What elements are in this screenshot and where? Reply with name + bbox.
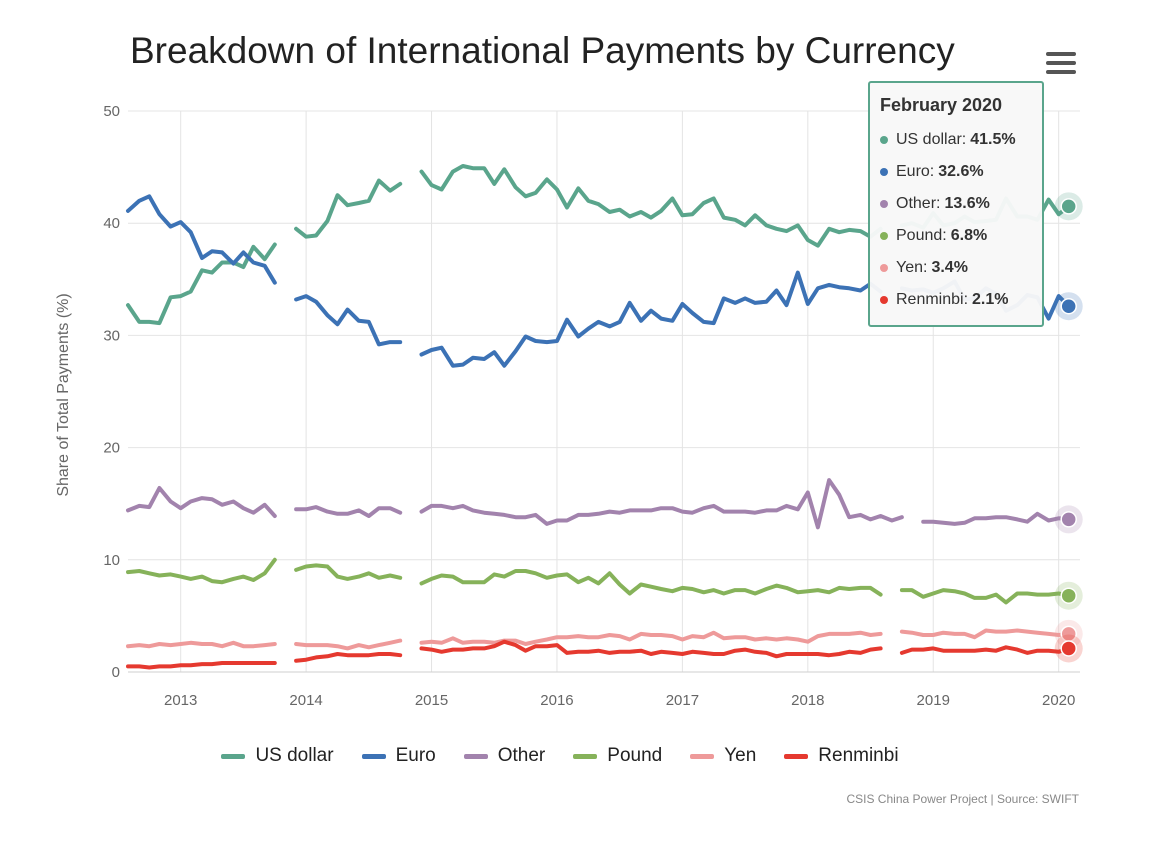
legend-item-euro[interactable]: Euro: [361, 745, 436, 767]
legend-swatch-icon: [573, 753, 598, 759]
tooltip-series-label: Renminbi:: [896, 291, 969, 308]
tooltip: February 2020 US dollar: 41.5% Euro: 32.6% O…: [868, 81, 1044, 327]
x-tick-label: 2016: [540, 692, 573, 709]
tooltip-series-label: Other:: [896, 195, 941, 212]
y-tick-label: 40: [103, 215, 120, 232]
x-tick-label: 2014: [289, 692, 322, 709]
legend-swatch-icon: [784, 753, 809, 759]
legend-label: US dollar: [255, 745, 334, 766]
tooltip-series-label: Yen:: [896, 259, 928, 276]
tooltip-series-value: 13.6%: [944, 195, 990, 212]
x-axis-ticks: 2013 2014 2015 2016 2017 2018 2019 2020: [164, 692, 1075, 709]
hamburger-menu-icon[interactable]: [1046, 52, 1076, 78]
series-line-other[interactable]: [126, 478, 1071, 530]
series-dot-icon: [880, 136, 888, 144]
legend-swatch-icon: [463, 753, 488, 759]
tooltip-series-value: 3.4%: [931, 259, 968, 276]
tooltip-series-value: 2.1%: [972, 291, 1009, 308]
highlight-point[interactable]: [1060, 640, 1077, 657]
highlight-point[interactable]: [1060, 511, 1077, 528]
menu-bar: [1046, 52, 1076, 56]
x-tick-label: 2015: [415, 692, 448, 709]
x-tick-label: 2018: [791, 692, 824, 709]
legend: US dollar Euro Other Pound Yen Renminbi: [0, 745, 1120, 767]
y-tick-label: 10: [103, 552, 120, 569]
y-tick-label: 0: [112, 664, 120, 681]
source-note: CSIS China Power Project | Source: SWIFT: [846, 792, 1079, 806]
tooltip-title: February 2020: [880, 95, 1003, 115]
series-line-euro[interactable]: [126, 194, 1071, 368]
x-tick-label: 2020: [1042, 692, 1075, 709]
tooltip-series-label: US dollar:: [896, 131, 967, 148]
series-dot-icon: [880, 232, 888, 240]
tooltip-row: Yen: 3.4%: [880, 252, 1032, 284]
tooltip-series-value: 32.6%: [938, 163, 984, 180]
series-dot-icon: [880, 296, 888, 304]
legend-label: Renminbi: [818, 745, 899, 766]
highlight-point[interactable]: [1060, 198, 1077, 215]
legend-item-yen[interactable]: Yen: [690, 745, 756, 767]
legend-label: Euro: [395, 745, 436, 766]
series-dot-icon: [880, 200, 888, 208]
y-tick-label: 20: [103, 440, 120, 457]
tooltip-series-value: 41.5%: [970, 131, 1016, 148]
menu-bar: [1046, 70, 1076, 74]
menu-bar: [1046, 61, 1076, 65]
gridlines: [128, 110, 1080, 673]
tooltip-row: Pound: 6.8%: [880, 220, 1032, 252]
highlight-point[interactable]: [1060, 297, 1077, 315]
legend-item-renminbi[interactable]: Renminbi: [784, 745, 899, 767]
tooltip-row: Other: 13.6%: [880, 188, 1032, 220]
legend-item-pound[interactable]: Pound: [573, 745, 662, 767]
highlight-markers[interactable]: [1054, 192, 1083, 663]
legend-label: Yen: [724, 745, 757, 766]
tooltip-row: Euro: 32.6%: [880, 156, 1032, 188]
legend-label: Pound: [607, 745, 663, 766]
tooltip-rows: US dollar: 41.5% Euro: 32.6% Other: 13.6% Poun…: [880, 124, 1032, 316]
y-tick-label: 30: [103, 327, 120, 344]
tooltip-row: Renminbi: 2.1%: [880, 284, 1032, 316]
x-tick-label: 2017: [666, 692, 699, 709]
y-axis-ticks: 0 10 20 30 40 50: [103, 103, 120, 681]
legend-item-other[interactable]: Other: [463, 745, 546, 767]
tooltip-row: US dollar: 41.5%: [880, 124, 1032, 156]
series-dot-icon: [880, 168, 888, 176]
series-line-renminbi[interactable]: [126, 639, 1071, 670]
highlight-point[interactable]: [1060, 587, 1077, 604]
series-line-us-dollar[interactable]: [126, 164, 1071, 326]
x-tick-label: 2019: [917, 692, 950, 709]
legend-swatch-icon: [221, 753, 246, 759]
legend-label: Other: [497, 745, 546, 766]
series-dot-icon: [880, 264, 888, 272]
series-lines[interactable]: [126, 164, 1071, 670]
legend-swatch-icon: [361, 753, 386, 759]
y-tick-label: 50: [103, 103, 120, 120]
x-tick-label: 2013: [164, 692, 197, 709]
chart-title: Breakdown of International Payments by C…: [130, 30, 955, 71]
legend-item-us-dollar[interactable]: US dollar: [221, 745, 334, 767]
series-line-yen[interactable]: [126, 628, 1071, 651]
tooltip-series-label: Pound:: [896, 227, 947, 244]
tooltip-series-label: Euro:: [896, 163, 935, 180]
series-line-pound[interactable]: [126, 557, 1071, 605]
legend-swatch-icon: [690, 753, 715, 759]
tooltip-series-value: 6.8%: [950, 227, 988, 244]
